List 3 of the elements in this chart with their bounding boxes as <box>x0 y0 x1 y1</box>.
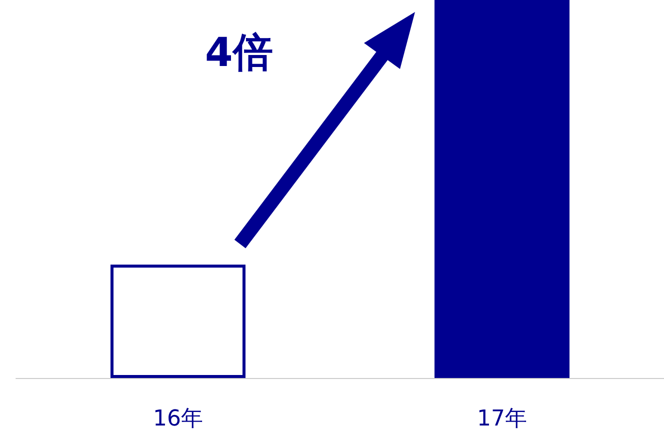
x-tick-label: 17年 <box>477 406 527 432</box>
annotation: 4倍 <box>205 30 273 76</box>
x-tick-label: 16年 <box>153 406 203 432</box>
